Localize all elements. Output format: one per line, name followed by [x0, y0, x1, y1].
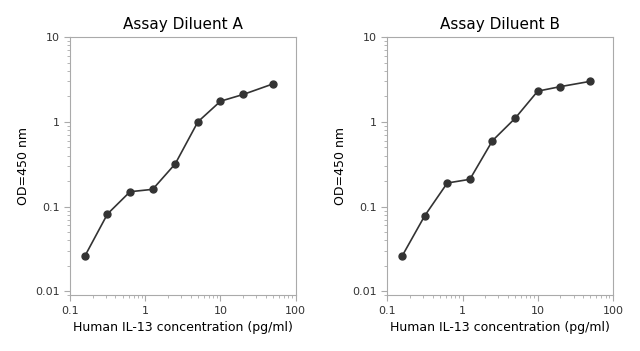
X-axis label: Human IL-13 concentration (pg/ml): Human IL-13 concentration (pg/ml): [390, 321, 610, 335]
X-axis label: Human IL-13 concentration (pg/ml): Human IL-13 concentration (pg/ml): [73, 321, 293, 335]
Y-axis label: OD=450 nm: OD=450 nm: [334, 127, 347, 205]
Y-axis label: OD=450 nm: OD=450 nm: [17, 127, 29, 205]
Title: Assay Diluent A: Assay Diluent A: [123, 16, 243, 32]
Title: Assay Diluent B: Assay Diluent B: [440, 16, 560, 32]
